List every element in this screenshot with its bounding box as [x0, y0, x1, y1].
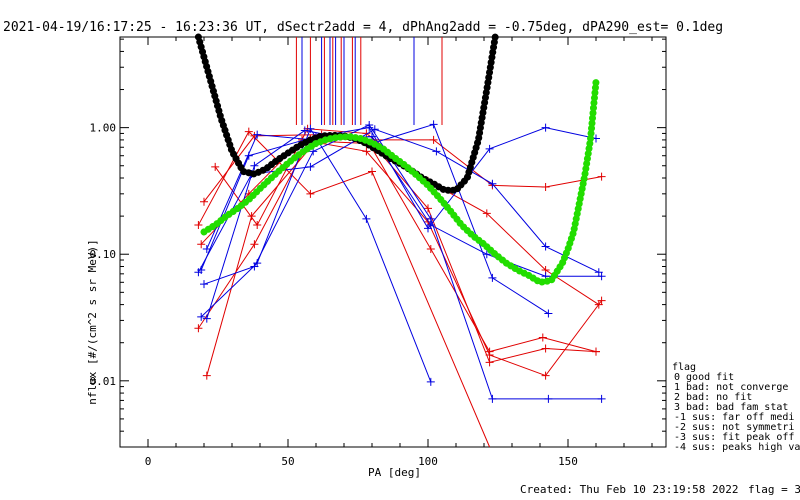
data-point — [426, 244, 435, 253]
data-point — [200, 280, 208, 289]
data-point — [541, 371, 550, 380]
blue-series — [194, 125, 603, 277]
series-line — [197, 130, 491, 448]
data-point — [368, 167, 376, 176]
data-point — [197, 240, 206, 249]
y-tick-label: 0.01 — [90, 375, 117, 388]
data-point — [597, 172, 606, 181]
plot-frame — [119, 36, 667, 448]
data-point — [485, 347, 494, 356]
x-tick-label: 50 — [281, 455, 294, 468]
series-line — [206, 134, 602, 277]
data-point — [544, 309, 553, 318]
series-line — [206, 140, 597, 376]
data-point — [362, 214, 371, 223]
legend-entry: -3 sus: fit peak off 9 — [674, 432, 800, 443]
data-point — [541, 123, 550, 132]
data-point — [485, 144, 494, 153]
chart-title: 2021-04-19/16:17:25 - 16:23:36 UT, dSect… — [3, 20, 723, 35]
legend-entry: 3 bad: bad fam stat — [674, 402, 788, 413]
y-axis-label: nflux [#/(cm^2 s sr MeV)] — [86, 239, 99, 405]
blue-series — [200, 120, 606, 403]
data-point — [211, 162, 220, 171]
x-axis-label: PA [deg] — [368, 466, 421, 479]
flag-value: flag = 3 — [748, 483, 800, 496]
red-series — [194, 127, 491, 448]
data-point — [482, 250, 491, 259]
data-point — [253, 259, 262, 268]
series-line — [200, 139, 603, 377]
legend-entry: 0 good fit — [674, 372, 734, 383]
legend-entry: 2 bad: no fit — [674, 392, 752, 403]
data-point — [202, 244, 211, 253]
data-point — [592, 347, 600, 356]
created-timestamp: Created: Thu Feb 10 23:19:58 2022 — [520, 483, 739, 496]
legend-title: flag — [672, 362, 696, 373]
black-fit-curve — [194, 33, 499, 194]
data-point — [426, 377, 435, 386]
data-point — [541, 344, 550, 353]
data-point — [488, 394, 497, 403]
data-point — [250, 240, 259, 249]
data-point — [482, 209, 491, 218]
x-tick-label: 150 — [558, 455, 578, 468]
series-line — [200, 127, 597, 271]
data-point — [253, 221, 262, 230]
data-point — [541, 182, 550, 191]
y-tick-label: 1.00 — [90, 122, 117, 135]
data-point — [253, 130, 262, 139]
data-point — [197, 312, 206, 321]
data-point — [488, 179, 497, 188]
data-point — [194, 221, 203, 230]
data-series — [194, 120, 606, 448]
data-point — [429, 135, 438, 144]
x-tick-label: 100 — [418, 455, 438, 468]
data-point — [362, 129, 371, 138]
data-point — [250, 161, 259, 170]
data-point — [432, 147, 441, 156]
data-point — [424, 204, 432, 213]
data-point — [538, 333, 547, 342]
blue-series — [202, 130, 606, 281]
data-point — [544, 394, 553, 403]
data-point — [194, 324, 203, 333]
data-point — [247, 212, 256, 221]
data-point — [202, 314, 211, 323]
data-point — [429, 120, 438, 129]
green-fit-curve — [200, 78, 600, 286]
blue-series — [197, 123, 600, 275]
data-point — [362, 147, 371, 156]
legend-entry: 1 bad: not converge — [674, 382, 788, 393]
data-point — [300, 126, 309, 135]
legend-entry: -2 sus: not symmetri — [674, 422, 794, 433]
data-point — [306, 189, 315, 198]
plot-axes: 0 50 100 150 0.01 0.10 1.00 — [90, 36, 667, 468]
data-point — [200, 197, 208, 206]
data-point — [597, 272, 606, 281]
data-point — [597, 394, 606, 403]
y-tick-label: 0.10 — [90, 248, 117, 261]
legend-entry: -4 sus: peaks high va — [674, 442, 800, 453]
fit-curves — [194, 33, 600, 286]
data-point — [488, 273, 497, 282]
data-point — [541, 242, 550, 251]
data-point — [202, 371, 211, 380]
legend-entry: -1 sus: far off medi — [674, 412, 794, 423]
series-line — [197, 128, 600, 273]
data-point — [244, 127, 253, 136]
data-point — [426, 221, 435, 230]
data-point — [485, 358, 494, 367]
red-series — [202, 137, 600, 380]
series-line — [197, 138, 602, 329]
x-tick-label: 0 — [145, 455, 152, 468]
data-point — [365, 123, 374, 132]
vertical-markers — [295, 37, 443, 125]
series-line — [203, 124, 602, 400]
data-point — [197, 266, 206, 275]
data-point — [594, 300, 603, 309]
data-point — [306, 162, 315, 171]
